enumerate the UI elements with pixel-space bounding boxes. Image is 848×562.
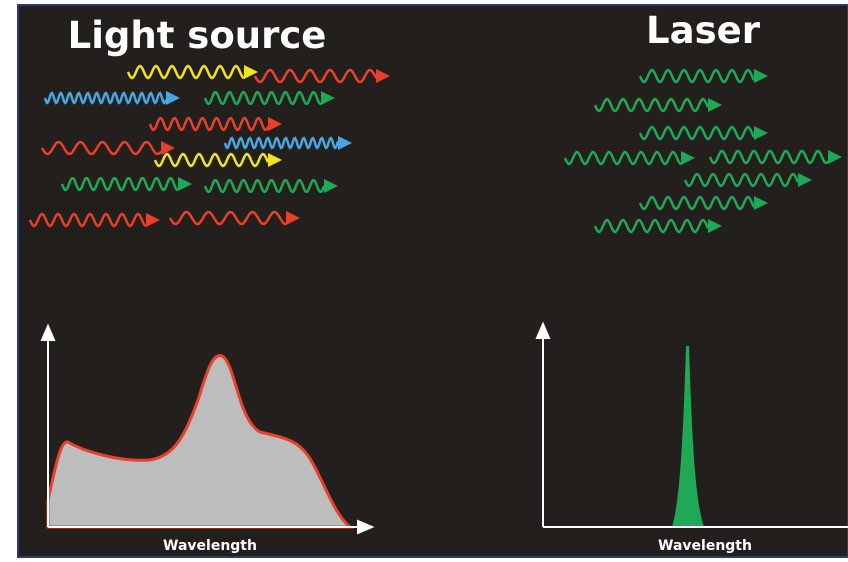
wave-arrow <box>708 149 842 165</box>
broad-spectrum <box>46 354 355 529</box>
wave-arrow <box>148 116 282 132</box>
panel-title: Light source <box>68 14 327 57</box>
wave-arrow <box>168 210 300 226</box>
narrow-spectrum <box>672 346 704 527</box>
wave-arrow <box>638 68 768 84</box>
wave-arrow <box>203 178 338 194</box>
axis-label: Wavelength <box>658 538 752 554</box>
wave-arrow <box>126 64 258 80</box>
axis-label: Wavelength <box>163 538 257 554</box>
wave-arrow <box>638 195 768 211</box>
wave-arrow <box>60 176 192 192</box>
wave-arrow <box>28 212 160 228</box>
wave-arrow <box>43 91 180 105</box>
wave-arrow <box>223 136 352 150</box>
wave-arrow <box>563 150 695 166</box>
wave-arrow <box>593 97 722 113</box>
wave-arrow <box>40 140 175 156</box>
axes <box>40 323 375 535</box>
wave-arrow <box>153 152 282 168</box>
wave-arrow <box>683 172 812 188</box>
panel-title: Laser <box>646 9 761 52</box>
wave-arrow <box>203 90 335 106</box>
axes <box>535 321 848 528</box>
wave-arrow <box>253 68 390 84</box>
wave-arrow <box>593 218 722 234</box>
wave-arrow <box>638 125 768 141</box>
